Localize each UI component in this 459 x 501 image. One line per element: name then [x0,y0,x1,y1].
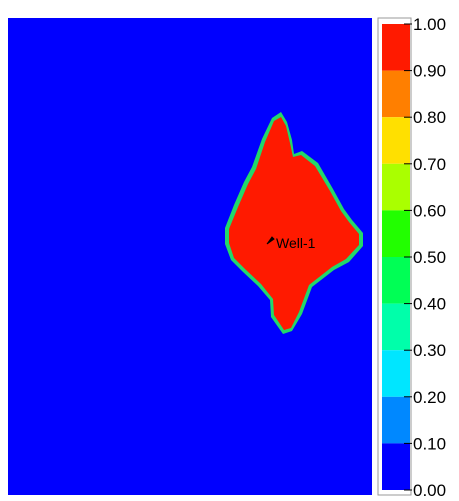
well-1-marker: Well-1 [266,235,316,251]
colorbar-bin-7 [382,350,410,397]
colorbar-tick-labels: 1.00 0.90 0.80 0.70 0.60 0.50 0.40 0.30 0.20 0.10… [413,15,446,500]
colorbar-swatches [382,24,410,490]
well-1-label: Well-1 [276,235,316,251]
colorbar-bin-1 [382,70,410,118]
colorbar-tick-label-1: 0.90 [413,62,446,81]
colorbar-tick-label-3: 0.70 [413,155,446,174]
well-symbol-icon [266,236,275,245]
colorbar-bin-3 [382,163,410,211]
colorbar-tick-label-10: 0.00 [413,481,446,500]
colorbar-tick-marks [404,23,412,491]
colorbar-tick-label-5: 0.50 [413,248,446,267]
colorbar-tick-label-7: 0.30 [413,341,446,360]
colorbar-bin-2 [382,117,410,164]
saturation-map: Well-1 [8,18,372,495]
colorbar-tick-label-9: 0.10 [413,434,446,453]
colorbar-tick-label-2: 0.80 [413,108,446,127]
colorbar-tick-label-0: 1.00 [413,15,446,34]
colorbar-bin-0 [382,24,410,71]
colorbar-bin-5 [382,257,410,304]
colorbar-bin-6 [382,303,410,351]
colorbar-bin-4 [382,210,410,257]
colorbar-tick-label-8: 0.20 [413,388,446,407]
colorbar-tick-label-4: 0.60 [413,201,446,220]
colorbar-bin-8 [382,396,410,444]
colorbar-bin-9 [382,443,410,490]
plume-core [229,117,359,330]
colorbar-tick-label-6: 0.40 [413,295,446,314]
colorbar: 1.00 0.90 0.80 0.70 0.60 0.50 0.40 0.30 0.20 0.10… [377,15,446,500]
